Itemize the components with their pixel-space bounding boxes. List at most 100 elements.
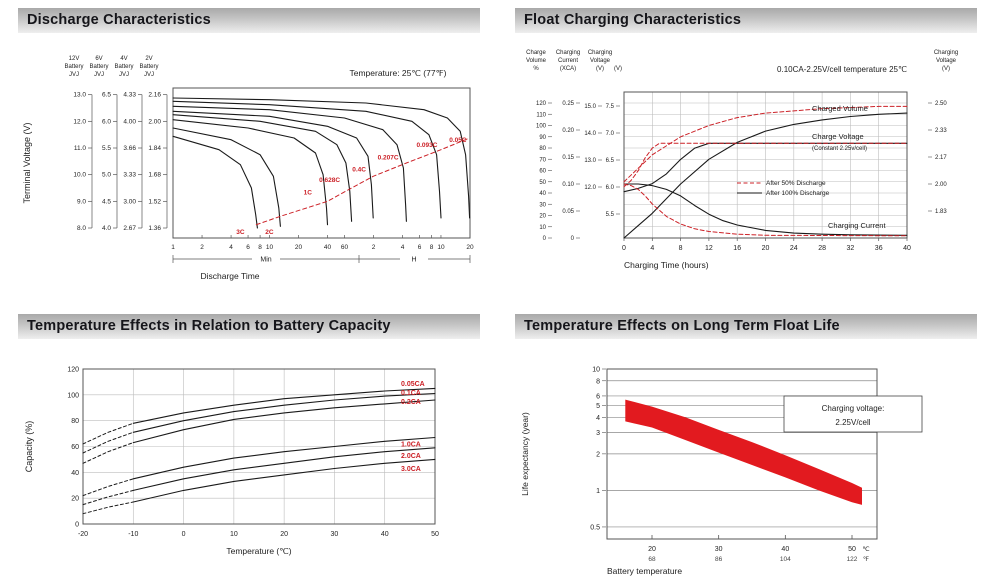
y-tick-label: 6.5: [102, 92, 111, 99]
y-tick-label: 1.68: [148, 172, 161, 179]
y-tick-label: 20: [71, 496, 79, 503]
y-tick-label: 40: [71, 470, 79, 477]
y-tick-label: 1.52: [148, 198, 161, 205]
curve-label-0.4C: 0.4C: [352, 166, 366, 173]
y-tick-label: 2.16: [148, 92, 161, 99]
axis-header: (XCA): [560, 66, 576, 72]
curve-0.05CA-dash: [82, 422, 134, 445]
curve-2C: [172, 127, 281, 227]
y-axis-title: Life expectancy (year): [520, 412, 530, 496]
x-tick-label: 40: [903, 245, 911, 252]
x-tick-label: 40: [324, 244, 332, 251]
cell-voltage-tick: 2.17: [935, 155, 947, 161]
unit-h-label: H: [411, 257, 416, 264]
volume-tick: 50: [539, 180, 546, 186]
curve-label-0.2CA: 0.2CA: [401, 399, 421, 406]
volume-tick: 90: [539, 135, 546, 141]
curve-label-2C: 2C: [265, 229, 274, 236]
scale-header: JVJ: [144, 72, 154, 78]
volume-tick: 100: [536, 124, 547, 130]
current-tick: 0.25: [562, 101, 574, 107]
volume-tick: 30: [539, 202, 546, 208]
y-axis-title: Capacity (%): [24, 421, 34, 473]
curve-0.2CA-dash: [82, 442, 134, 464]
cell-voltage-tick: 2.00: [935, 182, 947, 188]
y-tick-label: 1.84: [148, 145, 161, 152]
axis-header: (V): [942, 66, 950, 72]
curve-label-3C: 3C: [236, 229, 245, 236]
y-tick-label: 9.0: [77, 198, 86, 205]
scale-header: JVJ: [119, 72, 129, 78]
y-tick-label: 4.33: [123, 92, 136, 99]
voltage6-tick: 5.5: [606, 212, 615, 218]
volume-tick: 40: [539, 191, 546, 197]
x-tick-f: 122: [847, 556, 858, 563]
axis-header: Charging: [556, 50, 580, 56]
x-tick-label: 40: [381, 531, 389, 538]
voltage12-tick: 14.0: [584, 131, 596, 137]
x-tick-label: 36: [875, 245, 883, 252]
x-tick-label: 4: [229, 244, 233, 251]
curve-0.1CA: [132, 392, 436, 433]
y-tick-label: 8.0: [77, 225, 86, 232]
x-axis-title: Discharge Time: [200, 271, 259, 281]
scale-header: Battery: [114, 64, 133, 70]
unit-min-label: Min: [260, 257, 271, 264]
x-tick-label: 6: [418, 244, 422, 251]
x-tick-label: 30: [331, 531, 339, 538]
y-tick-label: 80: [71, 418, 79, 425]
volume-tick: 60: [539, 169, 546, 175]
curve-label-0.628C: 0.628C: [319, 177, 340, 184]
cell-voltage-tick: 1.83: [935, 209, 947, 215]
x-tick-label: 1: [171, 244, 175, 251]
curve-label: Charging Current: [828, 221, 886, 230]
float-charging-svg: Charge Volume% Charging Current (XCA) Chargin…: [526, 50, 958, 270]
current-tick: 0.15: [562, 155, 574, 161]
volume-tick: 20: [539, 214, 546, 220]
y-axis-title: Terminal Voltage (V): [22, 122, 32, 203]
x-tick-label: 12: [705, 245, 713, 252]
current-tick: 0.20: [562, 128, 574, 134]
voltage12-tick: 13.0: [584, 158, 596, 164]
curve-2.0CA-dash: [82, 489, 134, 506]
x-tick-label: -20: [78, 531, 88, 538]
box: [172, 87, 471, 239]
y-tick-label: 5.5: [102, 145, 111, 152]
legend-label: After 100% Discharge: [766, 190, 830, 197]
float-life-section-title: Temperature Effects on Long Term Float L…: [515, 314, 977, 339]
axis-header: (V): [596, 66, 604, 72]
voltage12-tick: 12.0: [584, 185, 596, 191]
curve-label-0.207C: 0.207C: [378, 155, 399, 162]
fahrenheit-unit: ℉: [863, 556, 870, 563]
volume-tick: 0: [543, 236, 547, 242]
discharge-svg: 12VBatteryJVJ13.012.011.010.09.08.06VBat…: [22, 56, 474, 281]
curve-1.0CA-dash: [82, 478, 134, 497]
curve-0.1CA-dash: [82, 431, 134, 454]
float-life-chart: 10 8 6 5 4 3 2 1 0.5 20 68 30 86 40 104 50 122 ℃ ℉ Charging…: [512, 344, 994, 580]
volume-tick: 80: [539, 146, 546, 152]
temperature-annotation: Temperature: 25℃ (77℉): [349, 68, 446, 78]
curve-2.0CA: [132, 447, 436, 491]
volume-tick: 70: [539, 157, 546, 163]
y-tick-label: 2: [596, 451, 600, 458]
curve-label: Charged Volume: [812, 104, 868, 113]
scale-header: Battery: [89, 64, 108, 70]
float-charging-characteristics-chart: Charge Volume% Charging Current (XCA) Chargin…: [512, 38, 994, 300]
curve-label-1C: 1C: [304, 190, 313, 197]
x-axis-title: Charging Time (hours): [624, 260, 709, 270]
scale-header: 12V: [69, 56, 80, 62]
y-tick-label: 3: [596, 430, 600, 437]
current-tick: 0: [571, 236, 575, 242]
curve-label-0.1CA: 0.1CA: [401, 390, 421, 397]
float-charging-section-title: Float Charging Characteristics: [515, 8, 977, 33]
y-tick-label: 2.00: [148, 118, 161, 125]
scale-header: Battery: [64, 64, 83, 70]
curve-label-3.0CA: 3.0CA: [401, 466, 421, 473]
x-tick-label: 2: [200, 244, 204, 251]
curve-charging-current-100: [623, 183, 908, 236]
x-tick-label: 0: [182, 531, 186, 538]
temp-capacity-svg: -20 -10 0 10 20 30 40 50 0 20 40 60 80 100 120 0.05CA 0.…: [24, 367, 439, 557]
voltage6-tick: 6.0: [606, 185, 615, 191]
x-tick-label: 6: [246, 244, 250, 251]
x-tick-label: 10: [266, 244, 274, 251]
